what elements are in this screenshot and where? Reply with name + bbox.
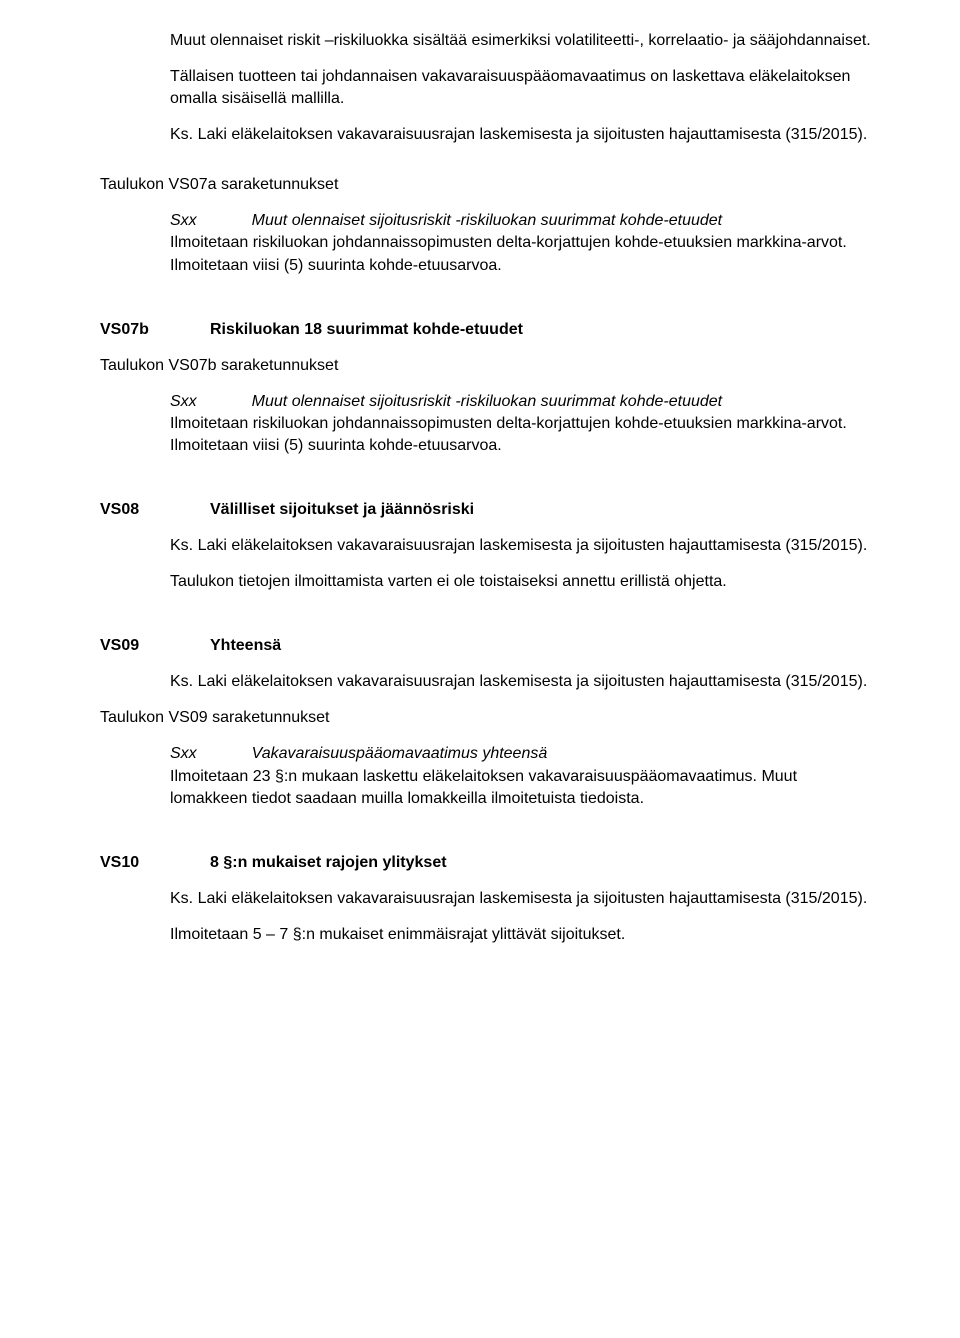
vs07a-columns-label: Taulukon VS07a saraketunnukset: [100, 174, 876, 196]
intro-para-2: Tällaisen tuotteen tai johdannaisen vaka…: [170, 66, 876, 110]
vs08-heading: VS08 Välilliset sijoitukset ja jäännösri…: [100, 499, 876, 521]
vs08-title: Välilliset sijoitukset ja jäännösriski: [210, 499, 474, 521]
vs09-heading: VS09 Yhteensä: [100, 635, 876, 657]
vs10-heading: VS10 8 §:n mukaiset rajojen ylitykset: [100, 852, 876, 874]
vs07a-sxx-title: Muut olennaiset sijoitusriskit -riskiluo…: [252, 210, 722, 232]
vs10-title: 8 §:n mukaiset rajojen ylitykset: [210, 852, 447, 874]
vs10-para-1: Ks. Laki eläkelaitoksen vakavaraisuusraj…: [170, 888, 876, 910]
vs07b-title: Riskiluokan 18 suurimmat kohde-etuudet: [210, 319, 523, 341]
vs07b-code: VS07b: [100, 319, 170, 341]
intro-para-3: Ks. Laki eläkelaitoksen vakavaraisuusraj…: [170, 124, 876, 146]
vs09-columns-label: Taulukon VS09 saraketunnukset: [100, 707, 876, 729]
vs08-para-1: Ks. Laki eläkelaitoksen vakavaraisuusraj…: [170, 535, 876, 557]
vs08-code: VS08: [100, 499, 170, 521]
vs10-para-2: Ilmoitetaan 5 – 7 §:n mukaiset enimmäisr…: [170, 924, 876, 946]
vs07b-sxx-title: Muut olennaiset sijoitusriskit -riskiluo…: [252, 391, 722, 413]
intro-para-1: Muut olennaiset riskit –riskiluokka sisä…: [170, 30, 876, 52]
vs09-sxx-title: Vakavaraisuuspääomavaatimus yhteensä: [252, 743, 548, 765]
vs09-sxx-label: Sxx: [170, 743, 197, 765]
vs10-code: VS10: [100, 852, 170, 874]
vs07b-sxx-label: Sxx: [170, 391, 197, 413]
vs07a-sxx-label: Sxx: [170, 210, 197, 232]
vs09-para-1: Ks. Laki eläkelaitoksen vakavaraisuusraj…: [170, 671, 876, 693]
vs07b-sxx-body: Ilmoitetaan riskiluokan johdannaissopimu…: [170, 413, 876, 457]
vs07a-sxx-body: Ilmoitetaan riskiluokan johdannaissopimu…: [170, 232, 876, 276]
vs09-sxx-body: Ilmoitetaan 23 §:n mukaan laskettu eläke…: [170, 766, 876, 810]
vs09-sxx-row: Sxx Vakavaraisuuspääomavaatimus yhteensä: [170, 743, 876, 765]
vs09-title: Yhteensä: [210, 635, 281, 657]
vs07a-sxx-row: Sxx Muut olennaiset sijoitusriskit -risk…: [170, 210, 876, 232]
vs09-code: VS09: [100, 635, 170, 657]
vs07b-columns-label: Taulukon VS07b saraketunnukset: [100, 355, 876, 377]
vs07b-sxx-row: Sxx Muut olennaiset sijoitusriskit -risk…: [170, 391, 876, 413]
vs07b-heading: VS07b Riskiluokan 18 suurimmat kohde-etu…: [100, 319, 876, 341]
vs08-para-2: Taulukon tietojen ilmoittamista varten e…: [170, 571, 876, 593]
